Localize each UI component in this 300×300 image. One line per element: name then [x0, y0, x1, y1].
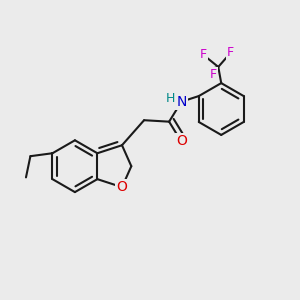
- Text: H: H: [166, 92, 175, 105]
- Text: F: F: [209, 68, 217, 81]
- Text: F: F: [227, 46, 234, 59]
- Text: O: O: [176, 134, 187, 148]
- Text: F: F: [200, 48, 206, 61]
- Text: N: N: [176, 95, 187, 109]
- Text: O: O: [117, 180, 128, 194]
